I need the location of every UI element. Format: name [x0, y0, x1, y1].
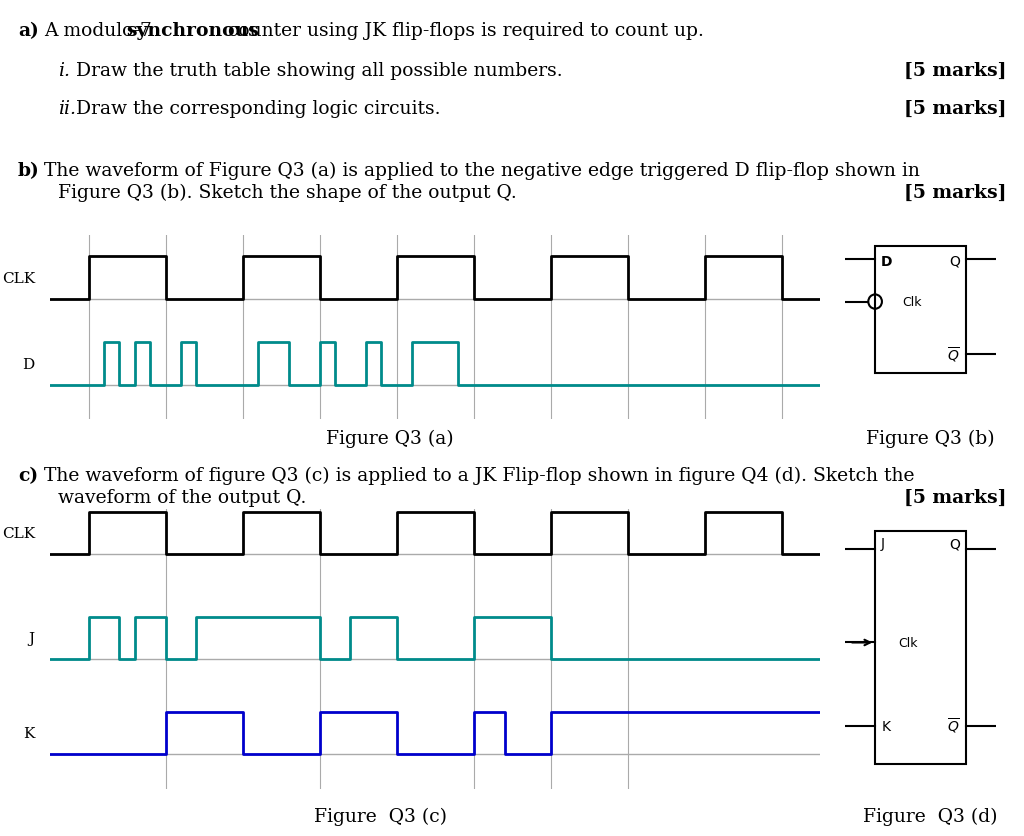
Polygon shape — [876, 532, 966, 764]
Text: Clk: Clk — [902, 296, 922, 308]
Text: The waveform of figure Q3 (c) is applied to a JK Flip-flop shown in figure Q4 (d: The waveform of figure Q3 (c) is applied… — [44, 466, 914, 485]
Text: Figure Q3 (b): Figure Q3 (b) — [865, 430, 994, 448]
Text: Figure  Q3 (d): Figure Q3 (d) — [863, 807, 997, 825]
Text: c): c) — [18, 466, 38, 484]
Text: b): b) — [18, 162, 40, 180]
Text: D: D — [23, 357, 35, 371]
Text: Draw the truth table showing all possible numbers.: Draw the truth table showing all possibl… — [76, 62, 562, 80]
Text: $\overline{Q}$: $\overline{Q}$ — [947, 716, 959, 736]
Text: Clk: Clk — [898, 636, 918, 650]
Text: Draw the corresponding logic circuits.: Draw the corresponding logic circuits. — [76, 99, 440, 118]
Text: K: K — [882, 719, 890, 732]
Text: Q: Q — [949, 537, 959, 550]
Text: a): a) — [18, 22, 39, 40]
Text: waveform of the output Q.: waveform of the output Q. — [58, 488, 306, 507]
Text: [5 marks]: [5 marks] — [903, 488, 1006, 507]
Text: $\overline{Q}$: $\overline{Q}$ — [947, 345, 959, 364]
Text: i.: i. — [58, 62, 70, 80]
Text: synchronous: synchronous — [126, 22, 259, 40]
Text: [5 marks]: [5 marks] — [903, 99, 1006, 118]
Text: [5 marks]: [5 marks] — [903, 62, 1006, 80]
Text: K: K — [24, 726, 35, 740]
Text: Figure  Q3 (c): Figure Q3 (c) — [313, 807, 446, 825]
Text: counter using JK flip-flops is required to count up.: counter using JK flip-flops is required … — [222, 22, 703, 40]
Text: Figure Q3 (a): Figure Q3 (a) — [327, 430, 454, 448]
Text: The waveform of Figure Q3 (a) is applied to the negative edge triggered D flip-f: The waveform of Figure Q3 (a) is applied… — [44, 162, 920, 180]
Polygon shape — [876, 247, 966, 374]
Text: J: J — [882, 537, 885, 550]
Text: J: J — [29, 632, 35, 645]
Text: CLK: CLK — [2, 272, 35, 286]
Text: A modulo-7: A modulo-7 — [44, 22, 158, 40]
Text: CLK: CLK — [2, 527, 35, 541]
Text: Q: Q — [949, 254, 959, 268]
Text: Figure Q3 (b). Sketch the shape of the output Q.: Figure Q3 (b). Sketch the shape of the o… — [58, 184, 517, 202]
Text: [5 marks]: [5 marks] — [903, 184, 1006, 201]
Text: ii.: ii. — [58, 99, 76, 118]
Text: D: D — [882, 254, 893, 268]
